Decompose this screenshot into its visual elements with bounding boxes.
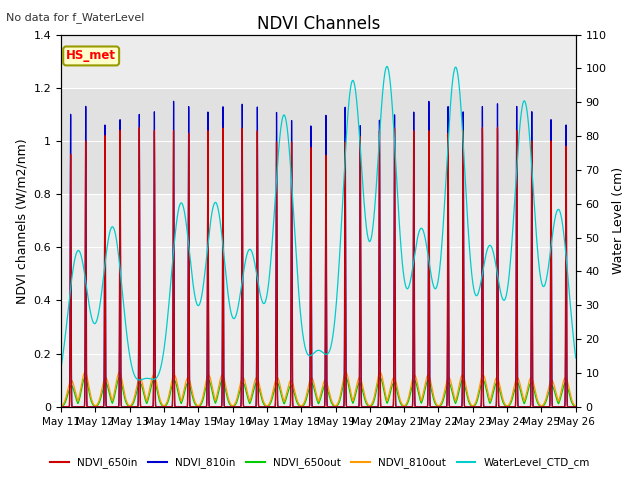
Bar xyxy=(61,88,576,194)
Y-axis label: Water Level (cm): Water Level (cm) xyxy=(612,167,625,274)
Text: HS_met: HS_met xyxy=(66,49,116,62)
Legend: NDVI_650in, NDVI_810in, NDVI_650out, NDVI_810out, WaterLevel_CTD_cm: NDVI_650in, NDVI_810in, NDVI_650out, NDV… xyxy=(46,453,594,472)
Text: No data for f_WaterLevel: No data for f_WaterLevel xyxy=(6,12,145,23)
Title: NDVI Channels: NDVI Channels xyxy=(257,15,380,33)
Y-axis label: NDVI channels (W/m2/nm): NDVI channels (W/m2/nm) xyxy=(15,138,28,303)
